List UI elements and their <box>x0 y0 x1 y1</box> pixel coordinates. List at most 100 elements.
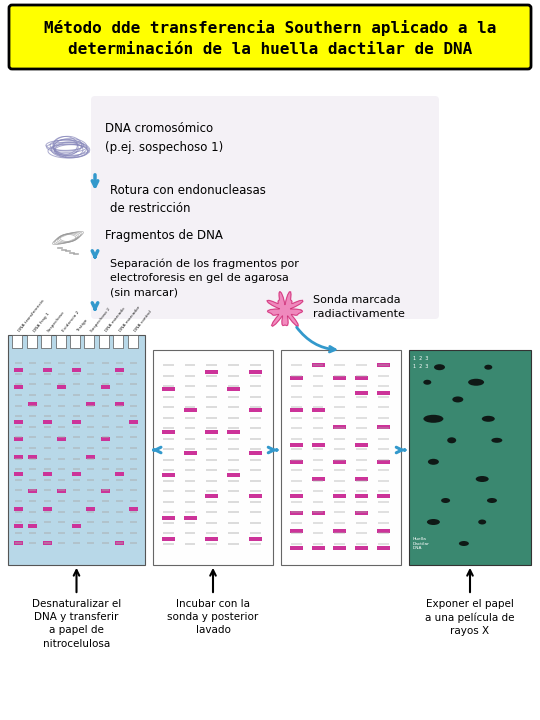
Ellipse shape <box>476 476 489 482</box>
Ellipse shape <box>487 498 497 503</box>
Bar <box>14 454 23 459</box>
Bar <box>312 477 325 481</box>
Bar <box>131 510 137 513</box>
Bar <box>86 454 95 459</box>
Bar <box>30 542 37 544</box>
Bar <box>334 521 345 523</box>
Bar <box>334 500 345 503</box>
Bar <box>116 500 123 502</box>
Bar <box>73 468 80 470</box>
Bar <box>250 438 261 439</box>
Bar <box>334 490 345 492</box>
Bar <box>44 447 51 449</box>
Bar <box>378 438 389 439</box>
Bar <box>116 373 123 375</box>
Bar <box>290 443 303 446</box>
Bar <box>378 448 389 450</box>
Bar <box>131 373 137 375</box>
Bar <box>87 447 94 449</box>
Bar <box>290 408 303 412</box>
Bar <box>206 469 217 471</box>
Bar <box>131 468 137 470</box>
Bar <box>102 521 109 523</box>
Bar <box>73 457 80 459</box>
Bar <box>291 438 302 439</box>
Bar <box>15 510 22 513</box>
Bar <box>378 480 389 482</box>
Bar <box>131 542 137 544</box>
Bar <box>184 408 197 412</box>
Bar <box>116 521 123 523</box>
Bar <box>228 417 239 418</box>
Bar <box>87 490 94 491</box>
Bar <box>206 459 217 461</box>
Bar <box>72 524 81 528</box>
FancyBboxPatch shape <box>9 5 531 69</box>
Bar <box>58 521 65 523</box>
Bar <box>87 500 94 502</box>
Bar <box>43 472 52 476</box>
Bar <box>87 531 94 534</box>
Bar <box>205 369 219 374</box>
Bar <box>14 368 23 372</box>
Bar <box>378 459 389 461</box>
Text: Testigo: Testigo <box>76 318 89 333</box>
Bar <box>228 406 239 408</box>
Text: Evidencia 2: Evidencia 2 <box>62 310 80 333</box>
Bar <box>163 521 174 523</box>
Bar <box>291 406 302 408</box>
Bar <box>116 405 123 407</box>
Bar <box>312 546 325 550</box>
Bar <box>161 473 175 477</box>
Bar <box>15 415 22 417</box>
Bar <box>73 510 80 513</box>
Bar <box>102 362 109 364</box>
Bar <box>102 542 109 544</box>
Bar <box>228 395 239 397</box>
Bar <box>87 383 94 385</box>
Bar <box>206 406 217 408</box>
Bar <box>44 490 51 491</box>
Bar <box>84 335 94 348</box>
Bar <box>290 511 303 516</box>
Bar <box>378 469 389 471</box>
Ellipse shape <box>491 438 502 443</box>
Bar <box>14 437 23 441</box>
Ellipse shape <box>484 365 492 369</box>
Bar <box>356 500 367 503</box>
Text: Sospechoso: Sospechoso <box>47 310 66 333</box>
Bar <box>115 472 124 476</box>
Bar <box>43 507 52 510</box>
Bar <box>131 383 137 385</box>
Bar <box>185 438 195 439</box>
Bar <box>73 542 80 544</box>
Bar <box>58 531 65 534</box>
Bar <box>73 490 80 491</box>
Bar <box>334 385 345 387</box>
Bar <box>290 460 303 464</box>
Bar <box>30 394 37 396</box>
Bar <box>44 436 51 438</box>
Bar <box>163 459 174 461</box>
Bar <box>153 350 273 565</box>
Bar <box>378 406 389 408</box>
Bar <box>58 394 65 396</box>
Bar <box>15 394 22 396</box>
Bar <box>102 447 109 449</box>
Bar <box>206 417 217 418</box>
Text: DNA control: DNA control <box>133 310 152 333</box>
Bar <box>29 402 37 406</box>
Ellipse shape <box>482 416 495 422</box>
Bar <box>116 447 123 449</box>
Text: Sospechoso 2: Sospechoso 2 <box>90 307 112 333</box>
Bar <box>334 542 345 544</box>
Bar <box>163 406 174 408</box>
Bar <box>185 385 195 387</box>
Bar <box>313 438 323 439</box>
Bar <box>378 374 389 377</box>
Bar <box>312 408 325 412</box>
Bar <box>30 479 37 481</box>
Bar <box>130 420 138 424</box>
Bar <box>250 542 261 544</box>
Bar <box>87 373 94 375</box>
